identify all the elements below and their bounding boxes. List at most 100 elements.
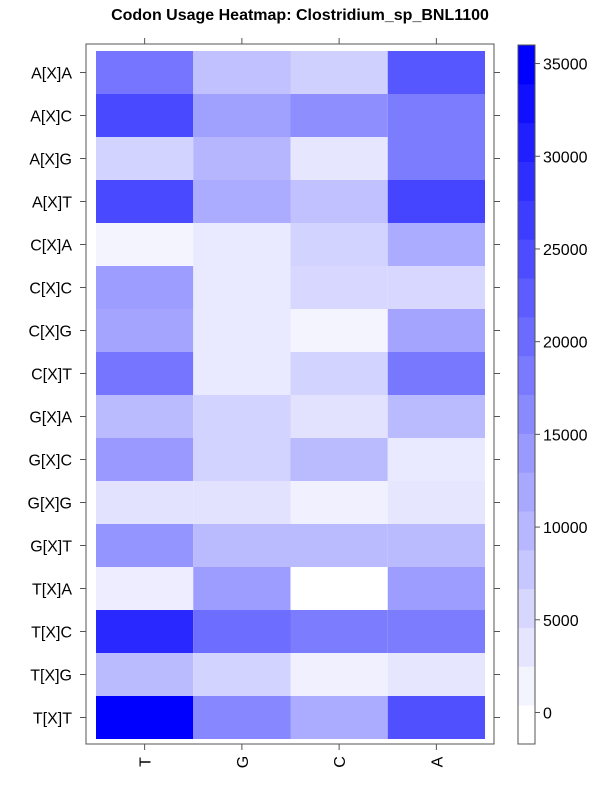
heatmap-cell xyxy=(290,137,388,180)
y-tick-label: A[X]C xyxy=(30,109,72,126)
colorbar-segment xyxy=(518,627,535,667)
heatmap-cell xyxy=(96,610,194,653)
y-tick-label: C[X]G xyxy=(28,324,72,341)
heatmap-cell xyxy=(193,352,291,395)
colorbar-segment xyxy=(518,83,535,124)
colorbar-frame xyxy=(517,44,536,745)
y-tick-label: T[X]C xyxy=(31,625,72,642)
colorbar-tick-label: 35000 xyxy=(543,57,588,74)
heatmap-cell xyxy=(193,481,291,524)
heatmap-cell xyxy=(387,309,485,352)
heatmap-cell xyxy=(387,481,485,524)
heatmap-cell xyxy=(290,352,388,395)
heatmap-cell xyxy=(387,610,485,653)
colorbar-segment xyxy=(518,278,535,318)
heatmap-cell xyxy=(387,653,485,696)
heatmap-cell xyxy=(96,696,194,739)
heatmap-cell xyxy=(96,266,194,309)
colorbar-tick-label: 5000 xyxy=(543,613,579,630)
heatmap-cell xyxy=(387,94,485,137)
heatmap-cell xyxy=(387,524,485,567)
colorbar-segment xyxy=(518,433,535,473)
colorbar-tick-label: 0 xyxy=(543,705,552,722)
heatmap-cell xyxy=(96,309,194,352)
heatmap-cell xyxy=(290,696,388,739)
colorbar-segment xyxy=(518,239,535,279)
heatmap-cell xyxy=(96,481,194,524)
heatmap-cell xyxy=(290,610,388,653)
colorbar-tick-label: 15000 xyxy=(543,427,588,444)
colorbar-segment xyxy=(518,705,535,745)
y-tick-label: T[X]A xyxy=(32,582,72,599)
heatmap-cell xyxy=(96,395,194,438)
heatmap-cell xyxy=(96,567,194,610)
colorbar-segment xyxy=(518,45,535,85)
y-tick-label: T[X]G xyxy=(30,668,72,685)
heatmap-cell xyxy=(387,180,485,223)
heatmap-cell xyxy=(96,352,194,395)
colorbar-segment xyxy=(518,511,535,551)
colorbar-segment xyxy=(518,394,535,434)
heatmap-cell xyxy=(193,51,291,94)
y-tick-label: G[X]C xyxy=(28,453,72,470)
x-tick-label: G xyxy=(235,756,252,768)
heatmap-cell xyxy=(96,223,194,266)
colorbar: 0 5000 10000 15000 20000 25000 30000 35000 xyxy=(517,44,588,745)
colorbar-segment xyxy=(518,122,535,162)
colorbar-segment xyxy=(518,316,535,357)
heatmap-cell xyxy=(193,223,291,266)
heatmap-cell xyxy=(290,438,388,481)
colorbar-segment xyxy=(518,588,535,628)
heatmap-cell xyxy=(193,567,291,610)
colorbar-segment xyxy=(518,472,535,512)
heatmap-cell xyxy=(290,567,388,610)
heatmap-cell xyxy=(193,137,291,180)
heatmap-cell xyxy=(193,395,291,438)
heatmap-cell xyxy=(387,696,485,739)
heatmap-cell xyxy=(193,524,291,567)
x-tick-label: A xyxy=(429,756,446,767)
heatmap-cell xyxy=(193,309,291,352)
heatmap-cell xyxy=(290,94,388,137)
heatmap-cell xyxy=(290,653,388,696)
y-tick-label: G[X]A xyxy=(29,410,72,427)
y-tick-label: C[X]C xyxy=(29,281,72,298)
heatmap-cell xyxy=(387,223,485,266)
y-tick-label: C[X]T xyxy=(31,367,72,384)
axes: A[X]A A[X]C A[X]G A[X]T C[X]A C[X]C C[X]G C[X]T… xyxy=(28,38,500,768)
heatmap-cell xyxy=(290,309,388,352)
heatmap-cell xyxy=(387,266,485,309)
plot-frame xyxy=(85,43,495,745)
heatmap-cell xyxy=(193,180,291,223)
colorbar-segment xyxy=(518,200,535,240)
heatmap-cell xyxy=(96,180,194,223)
heatmap-cell xyxy=(96,438,194,481)
y-tick-label: A[X]A xyxy=(31,66,72,83)
heatmap-cell xyxy=(290,180,388,223)
heatmap-cell xyxy=(387,137,485,180)
colorbar-tick-label: 10000 xyxy=(543,520,588,537)
heatmap-cell xyxy=(290,266,388,309)
x-tick-label: T xyxy=(138,757,155,767)
heatmap-cell xyxy=(193,653,291,696)
heatmap-cell xyxy=(387,395,485,438)
heatmap-cell xyxy=(96,524,194,567)
heatmap-cell xyxy=(96,94,194,137)
heatmap-cell xyxy=(387,438,485,481)
colorbar-segment xyxy=(518,549,535,590)
y-tick-label: G[X]T xyxy=(30,539,72,556)
heatmap-cell xyxy=(290,524,388,567)
heatmap-cell xyxy=(193,610,291,653)
y-tick-label: A[X]T xyxy=(32,195,72,212)
heatmap-cell xyxy=(290,51,388,94)
heatmap-cell xyxy=(290,481,388,524)
heatmap-cells xyxy=(96,51,485,739)
colorbar-tick-label: 30000 xyxy=(543,149,588,166)
x-tick-label: C xyxy=(332,756,349,768)
y-tick-label: A[X]G xyxy=(29,152,72,169)
heatmap-cell xyxy=(96,137,194,180)
heatmap-cell xyxy=(387,352,485,395)
colorbar-tick-label: 25000 xyxy=(543,242,588,259)
colorbar-tick-label: 20000 xyxy=(543,335,588,352)
